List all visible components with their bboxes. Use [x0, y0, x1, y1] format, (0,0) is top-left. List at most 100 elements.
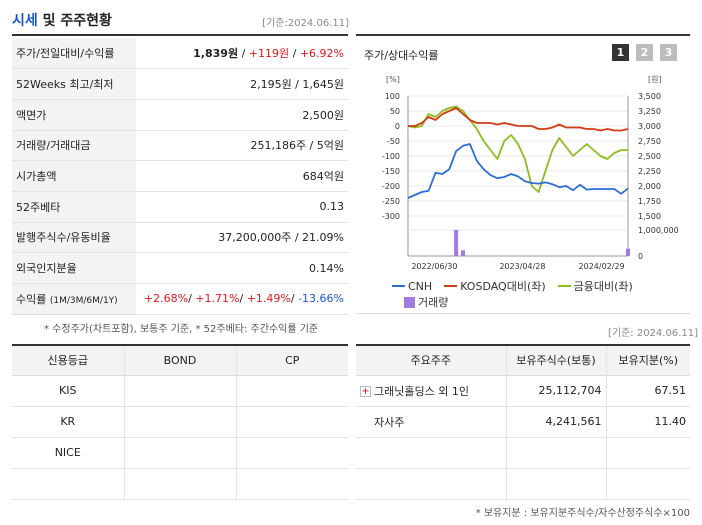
- holders-header-row: 주요주주 보유주식수(보통) 보유지분(%): [356, 344, 690, 376]
- quote-value: 37,200,000주 / 21.09%: [136, 222, 348, 254]
- legend-finance-swatch: [557, 285, 571, 287]
- stock-chart: [%] [원] 100 3,500 50 3,250 0 3,000 -50 2,750 -100 2…: [382, 75, 679, 271]
- holders-header-name: 주요주주: [356, 344, 506, 376]
- holder-pct: 67.51: [605, 375, 690, 407]
- section-title: 시세 및 주주현황: [12, 10, 112, 30]
- holders-reference-date: [기준: 2024.06.11]: [608, 328, 699, 339]
- quote-table: 주가/전일대비/수익률 1,839원 / +119원 / +6.92% 52We…: [12, 38, 348, 315]
- left-tick-label: -250: [382, 197, 400, 206]
- return-6m: +1.49%: [246, 292, 291, 306]
- finance-relative-line: [407, 105, 628, 193]
- holder-shares: 4,241,561: [505, 406, 606, 438]
- credit-bond: [123, 406, 236, 438]
- credit-cp: [235, 375, 348, 407]
- quote-row-shares: 발행주식수/유동비율 37,200,000주 / 21.09%: [12, 222, 348, 254]
- quote-row-price: 주가/전일대비/수익률 1,839원 / +119원 / +6.92%: [12, 38, 348, 70]
- returns-label: 수익률: [16, 292, 47, 306]
- left-tick-label: -100: [382, 152, 400, 161]
- left-tick-label: 50: [390, 107, 400, 116]
- quote-row-beta: 52주베타 0.13: [12, 191, 348, 223]
- quote-value: 0.13: [136, 191, 348, 223]
- quote-label: 외국인지분율: [12, 252, 136, 284]
- credit-cp: [235, 468, 348, 500]
- holder-shares: [505, 437, 606, 469]
- legend-finance-label: 금융대비(좌): [573, 280, 633, 293]
- quote-value: 2,195원 / 1,645원: [136, 68, 348, 100]
- chart-page-3-button[interactable]: 3: [660, 44, 677, 61]
- quote-label: 액면가: [12, 99, 136, 131]
- quote-row-52w: 52Weeks 최고/최저 2,195원 / 1,645원: [12, 68, 348, 100]
- legend-volume-label: 거래량: [418, 296, 449, 309]
- credit-agency: KIS: [12, 375, 124, 407]
- right-tick-label: 2,500: [638, 152, 661, 161]
- holder-pct: 11.40: [605, 406, 690, 438]
- x-tick-label: 2023/04/28: [499, 262, 545, 271]
- chart-title: 주가/상대수익률: [364, 49, 439, 62]
- legend-kosdaq-swatch: [444, 285, 458, 287]
- quote-footnote: * 수정주가(차트포함), 보통주 기준, * 52주베타: 주간수익률 기준: [44, 324, 319, 335]
- quote-label: 시가총액: [12, 160, 136, 192]
- x-tick-label: 2022/06/30: [411, 262, 457, 271]
- holders-header-shares: 보유주식수(보통): [505, 344, 606, 376]
- current-price: 1,839원: [193, 47, 239, 61]
- price-change: +119원: [248, 47, 290, 61]
- credit-agency: NICE: [12, 437, 124, 469]
- quote-label: 발행주식수/유동비율: [12, 222, 136, 254]
- right-tick-label: 1,500: [638, 212, 661, 221]
- legend-kosdaq: KOSDAQ대비(좌): [444, 278, 546, 294]
- credit-header-cp: CP: [235, 344, 348, 376]
- chart-page-2-button[interactable]: 2: [636, 44, 653, 61]
- legend-cnh: CNH: [392, 278, 432, 294]
- legend-cnh-swatch: [392, 285, 405, 287]
- credit-agency: KR: [12, 406, 124, 438]
- left-tick-label: 0: [395, 122, 400, 131]
- legend-kosdaq-label: KOSDAQ대비(좌): [460, 280, 546, 293]
- right-tick-label: 1,750: [638, 197, 661, 206]
- holder-pct: [605, 468, 690, 500]
- table-row: KIS: [12, 375, 348, 407]
- left-axis-unit: [%]: [386, 75, 400, 84]
- right-tick-label: 3,000: [638, 122, 661, 131]
- return-1m: +2.68%: [143, 292, 189, 306]
- holder-name: [356, 437, 506, 469]
- credit-bond: [123, 468, 236, 500]
- return-1y: -13.66%: [298, 292, 344, 306]
- right-tick-label: 3,250: [638, 107, 661, 116]
- chart-page-1-button[interactable]: 1: [612, 44, 629, 61]
- reference-date: [기준:2024.06.11]: [262, 18, 349, 29]
- legend-cnh-label: CNH: [408, 279, 433, 293]
- table-row: [356, 468, 690, 500]
- quote-label: 52Weeks 최고/최저: [12, 68, 136, 100]
- table-row: 자사주 4,241,561 11.40: [356, 406, 690, 438]
- quote-value: +2.68%/ +1.71%/ +1.49%/ -13.66%: [136, 283, 348, 315]
- left-tick-label: -150: [382, 167, 400, 176]
- credit-bond: [123, 437, 236, 469]
- quote-label: 52주베타: [12, 191, 136, 223]
- credit-cp: [235, 406, 348, 438]
- section-title-rest: 및 주주현황: [37, 13, 112, 29]
- quote-row-marketcap: 시가총액 684억원: [12, 160, 348, 192]
- right-tick-label: 2,750: [638, 137, 661, 146]
- quote-row-returns: 수익률 (1M/3M/6M/1Y) +2.68%/ +1.71%/ +1.49%…: [12, 283, 348, 315]
- table-row: NICE: [12, 437, 348, 469]
- table-row: KR: [12, 406, 348, 438]
- quote-label: 거래량/거래대금: [12, 130, 136, 162]
- holder-name: 그래닛홀딩스 외 1인: [374, 384, 469, 398]
- left-tick-label: -200: [382, 182, 400, 191]
- holder-name: [356, 468, 506, 500]
- cnh-price-line: [407, 143, 629, 199]
- credit-header-bond: BOND: [123, 344, 236, 376]
- holder-pct: [605, 437, 690, 469]
- table-row: + 그래닛홀딩스 외 1인 25,112,704 67.51: [356, 375, 690, 407]
- quote-row-volume: 거래량/거래대금 251,186주 / 5억원: [12, 130, 348, 162]
- quote-value: 2,500원: [136, 99, 348, 131]
- table-row: [12, 468, 348, 500]
- expand-plus-icon[interactable]: +: [360, 386, 371, 397]
- holder-name-cell[interactable]: + 그래닛홀딩스 외 1인: [356, 375, 506, 407]
- right-tick-label: 2,000: [638, 182, 661, 191]
- quote-label: 주가/전일대비/수익률: [12, 38, 136, 70]
- header-divider: [12, 34, 348, 36]
- returns-label-sub: (1M/3M/6M/1Y): [49, 295, 118, 306]
- holder-shares: [505, 468, 606, 500]
- chart-legend: CNH KOSDAQ대비(좌) 금융대비(좌): [392, 278, 633, 294]
